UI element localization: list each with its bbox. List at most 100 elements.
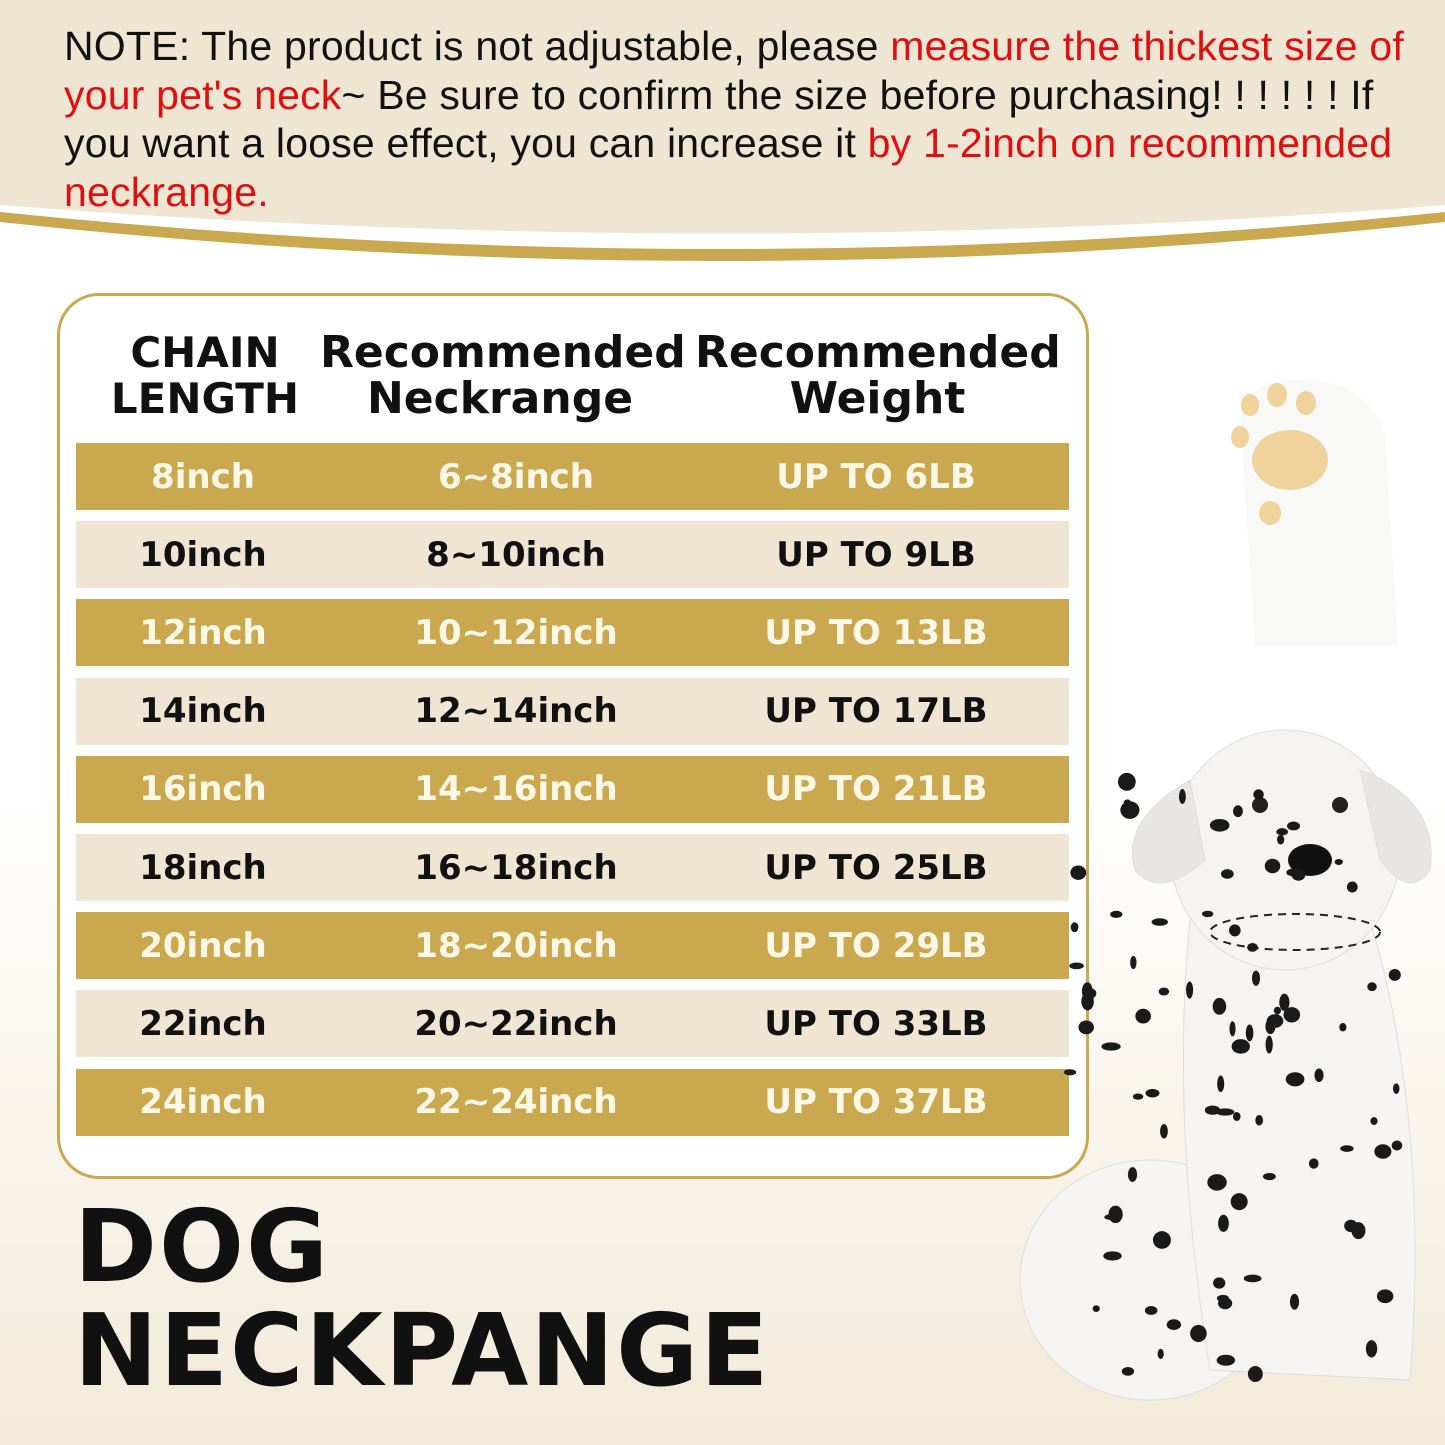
cell-neckrange: 8~10inch (426, 534, 606, 575)
dog-spot (1262, 1172, 1276, 1181)
dog-spot (1365, 1340, 1378, 1358)
dog-spot (1186, 981, 1194, 999)
dog-spot (1220, 869, 1234, 879)
dog-spot (1101, 1042, 1121, 1051)
dog-spot (1232, 1112, 1241, 1121)
dalmatian-dog-image (1019, 729, 1432, 1401)
dog-spot (1286, 868, 1302, 877)
cell-weight: UP TO 17LB (764, 691, 988, 732)
dog-spot (1247, 1365, 1263, 1382)
note-text: NOTE: The product is not adjustable, ple… (64, 22, 1404, 216)
cell-weight: UP TO 25LB (764, 847, 988, 888)
title-line-1: DOG (74, 1188, 331, 1305)
dog-spot (1190, 1324, 1207, 1343)
dog-spot (1135, 1008, 1151, 1024)
dog-spot (1283, 1007, 1301, 1023)
dog-spot (1265, 1035, 1273, 1054)
cell-neckrange: 16~18inch (414, 847, 618, 888)
cell-neckrange: 22~24inch (414, 1082, 618, 1123)
paw-print-icon (1231, 379, 1398, 645)
dog-spot (1070, 865, 1087, 880)
cell-neckrange: 20~22inch (414, 1003, 618, 1044)
dog-spot (1277, 834, 1285, 845)
cell-chain-length: 12inch (139, 612, 267, 653)
dog-spot (1264, 858, 1281, 874)
cell-chain-length: 22inch (139, 1003, 267, 1044)
cell-neckrange: 18~20inch (414, 925, 618, 966)
dog-spot (1130, 955, 1137, 970)
dog-spot (1367, 982, 1377, 992)
cell-chain-length: 10inch (139, 534, 267, 575)
dog-spot (1247, 943, 1258, 952)
dog-spot (1233, 805, 1243, 818)
dog-spot (1160, 1123, 1168, 1139)
dog-spot (1218, 1214, 1229, 1232)
cell-weight: UP TO 6LB (776, 456, 976, 497)
header-weight: Recommended Weight (695, 327, 1061, 424)
dog-spot (1374, 1144, 1392, 1159)
note-part: NOTE: The product is not adjustable, ple… (64, 23, 891, 69)
cell-weight: UP TO 29LB (764, 925, 988, 966)
cell-chain-length: 20inch (139, 925, 267, 966)
dog-spot (1217, 1075, 1225, 1093)
dog-spot (1212, 997, 1227, 1015)
dog-spot (1123, 799, 1131, 806)
table-row: 12inch 10~12inch UP TO 13LB (76, 599, 1069, 667)
cell-neckrange: 12~14inch (414, 691, 618, 732)
dog-spot (1110, 910, 1123, 918)
dog-spot (1166, 1319, 1182, 1330)
dog-spot (1132, 1093, 1144, 1100)
dog-spot (1255, 1114, 1264, 1126)
table-row: 14inch 12~14inch UP TO 17LB (76, 677, 1069, 745)
dog-spot (1314, 1068, 1324, 1083)
dog-spot (1391, 1140, 1403, 1151)
dog-spot (1276, 828, 1288, 836)
dog-spot (1392, 1083, 1400, 1094)
dog-spot (1251, 970, 1261, 986)
dog-spot (1120, 801, 1140, 819)
table-row: 22inch 20~22inch UP TO 33LB (76, 990, 1069, 1058)
dog-spot (1108, 1205, 1123, 1224)
table-row: 24inch 22~24inch UP TO 37LB (76, 1068, 1069, 1136)
dog-spot (1158, 987, 1170, 996)
dog-spot (1127, 1167, 1138, 1182)
dog-spot (1070, 922, 1079, 933)
dog-spot (1243, 1274, 1262, 1283)
dog-spot (1069, 962, 1084, 970)
dog-spot (1230, 1193, 1248, 1211)
note-part: ~ Be sure to confirm the size before pur… (64, 71, 1374, 167)
dog-spot (1209, 818, 1230, 832)
dog-spot (1092, 1305, 1100, 1313)
dog-spot (1340, 1145, 1354, 1152)
dog-spot (1285, 1072, 1305, 1087)
cell-chain-length: 24inch (139, 1082, 267, 1123)
dog-spot (1229, 924, 1241, 937)
dog-spot (1339, 1022, 1347, 1032)
dog-spot (1103, 1251, 1122, 1261)
dog-spot (1376, 1289, 1394, 1304)
page-title: DOG NECKPANGE (74, 1195, 770, 1403)
cell-neckrange: 10~12inch (414, 612, 618, 653)
table-row: 16inch 14~16inch UP TO 21LB (76, 755, 1069, 823)
dog-spot (1279, 993, 1290, 1012)
dog-spot (1346, 881, 1358, 893)
cell-chain-length: 16inch (139, 769, 267, 810)
title-line-2: NECKPANGE (74, 1292, 771, 1409)
dog-spot (1144, 1306, 1158, 1315)
header-neckrange: Recommended Neckrange (320, 327, 686, 424)
dog-spot (1207, 1174, 1227, 1191)
dog-spot (1229, 1021, 1236, 1037)
dog-spot (1152, 1231, 1171, 1249)
dog-spot (1117, 772, 1136, 791)
dog-spot (1287, 821, 1301, 831)
dog-spot (1273, 1006, 1282, 1015)
table-row: 18inch 16~18inch UP TO 25LB (76, 834, 1069, 901)
cell-weight: UP TO 37LB (764, 1082, 988, 1123)
dog-spot (1370, 1117, 1378, 1126)
dog-spot (1145, 1088, 1160, 1098)
cell-weight: UP TO 9LB (776, 534, 976, 575)
dog-spot (1245, 1024, 1254, 1042)
dog-spot (1078, 1020, 1094, 1035)
dog-spot (1289, 1293, 1300, 1310)
cell-weight: UP TO 33LB (764, 1003, 988, 1044)
